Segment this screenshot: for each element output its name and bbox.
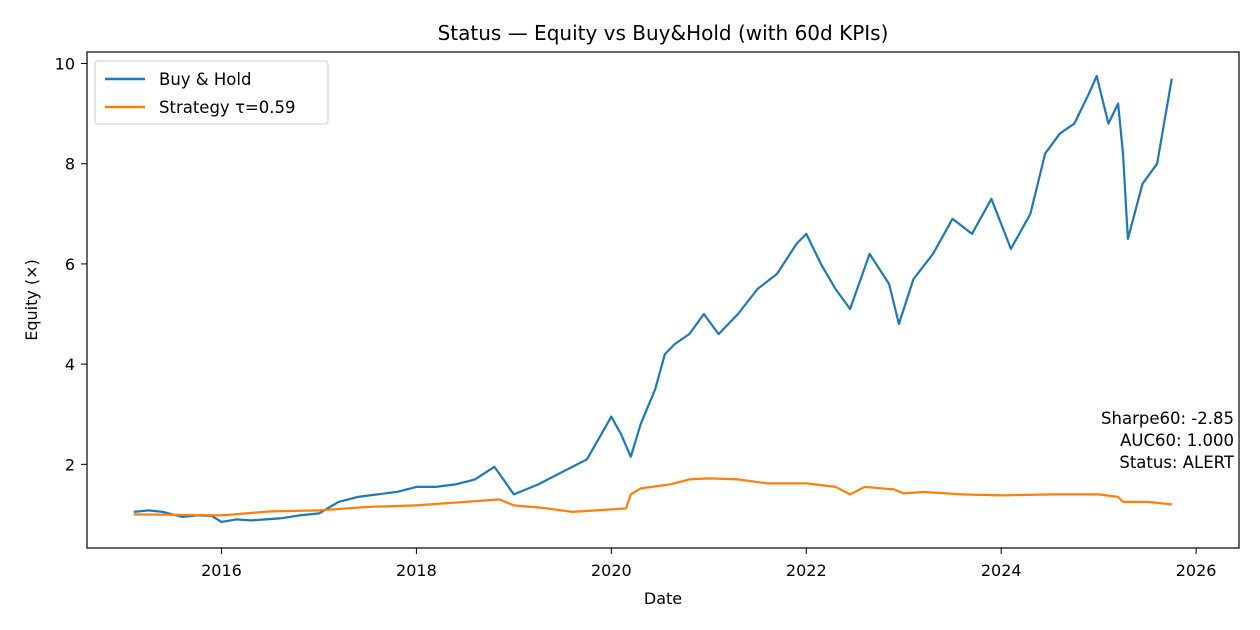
- y-tick-label: 2: [65, 455, 75, 474]
- legend: Buy & Hold Strategy τ=0.59: [94, 60, 329, 125]
- legend-label-strategy: Strategy τ=0.59: [159, 98, 295, 117]
- y-axis: 2 4 6 8 10: [55, 55, 87, 474]
- x-tick-label: 2022: [786, 561, 827, 580]
- kpi-sharpe60: Sharpe60: -2.85: [1101, 409, 1234, 428]
- x-axis-label: Date: [644, 589, 682, 608]
- plot-area: [133, 74, 1173, 523]
- series-line-buy-hold: [133, 74, 1173, 523]
- y-tick-label: 4: [65, 355, 75, 374]
- chart-title: Status — Equity vs Buy&Hold (with 60d KP…: [438, 21, 889, 45]
- kpi-status: Status: ALERT: [1119, 453, 1235, 472]
- x-tick-label: 2026: [1176, 561, 1217, 580]
- legend-box: [94, 60, 329, 125]
- y-tick-label: 8: [65, 155, 75, 174]
- y-tick-label: 6: [65, 255, 75, 274]
- x-tick-label: 2016: [201, 561, 242, 580]
- axes-frame: [86, 51, 1240, 549]
- kpi-auc60: AUC60: 1.000: [1120, 431, 1234, 450]
- kpi-annotation: Sharpe60: -2.85 AUC60: 1.000 Status: ALE…: [1101, 409, 1235, 472]
- series-line-strategy-0-59: [133, 477, 1172, 517]
- x-tick-label: 2024: [981, 561, 1022, 580]
- x-tick-label: 2018: [396, 561, 437, 580]
- x-axis: 2016 2018 2020 2022 2024 2026: [201, 548, 1216, 580]
- y-axis-label: Equity (×): [22, 259, 41, 341]
- y-tick-label: 10: [55, 55, 75, 74]
- legend-label-buy-hold: Buy & Hold: [159, 70, 251, 89]
- x-tick-label: 2020: [591, 561, 632, 580]
